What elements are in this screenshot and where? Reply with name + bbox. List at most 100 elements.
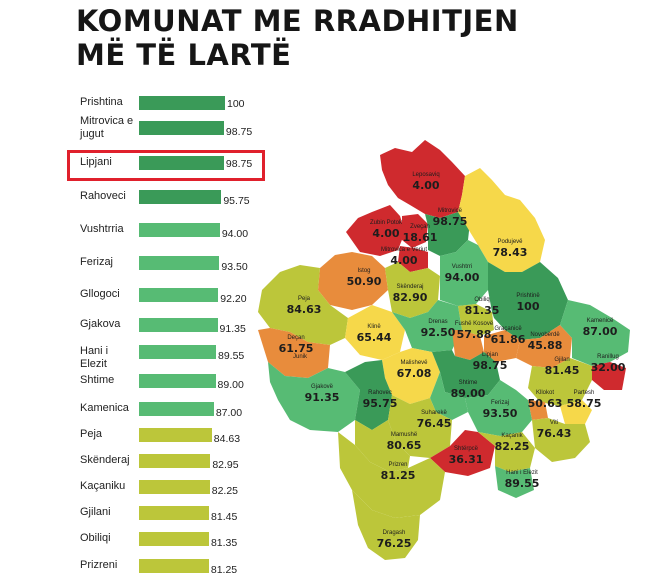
map-municipality-value: 45.88 bbox=[528, 339, 563, 352]
map-municipality-value: 81.25 bbox=[381, 469, 416, 482]
map-municipality-value: 100 bbox=[517, 300, 540, 313]
region-lipjan bbox=[432, 350, 500, 398]
bar-label: Gjilani bbox=[80, 506, 111, 518]
region-fushe-kosove bbox=[452, 330, 484, 360]
bar bbox=[139, 121, 224, 135]
bar-value-label: 100 bbox=[227, 98, 245, 110]
region-gjilan bbox=[528, 358, 592, 406]
region-viti bbox=[532, 418, 590, 462]
map-municipality-name: Gjakovë bbox=[311, 384, 334, 390]
bar-value-label: 84.63 bbox=[213, 433, 241, 445]
map-municipality-name: Malishevë bbox=[400, 360, 428, 366]
bar bbox=[139, 506, 210, 520]
bar-label: Vushtrria bbox=[80, 223, 124, 235]
highlight-box bbox=[67, 150, 265, 181]
region-istog bbox=[318, 252, 388, 310]
bar-value-label: 89.00 bbox=[217, 379, 244, 391]
map-municipality-name: Peja bbox=[298, 296, 311, 302]
bar-label: Gjakova bbox=[80, 318, 121, 330]
map-municipality-value: 82.25 bbox=[495, 440, 530, 453]
map-municipality-name: Skënderaj bbox=[396, 284, 423, 290]
region-kamenice bbox=[560, 300, 630, 366]
region-zubin-potok bbox=[346, 205, 405, 256]
bar-label: Hani i Elezit bbox=[80, 345, 109, 370]
bar bbox=[139, 156, 224, 170]
region-skenderaj bbox=[385, 262, 440, 318]
map-municipality-value: 4.00 bbox=[372, 227, 399, 240]
region-gracanice bbox=[484, 330, 520, 362]
map-municipality-name: Ferizaj bbox=[491, 400, 509, 406]
bar bbox=[139, 532, 209, 546]
map-municipality-value: 78.43 bbox=[493, 246, 528, 259]
region-peja bbox=[258, 265, 348, 345]
map-municipality-name: Obiliq bbox=[474, 297, 489, 303]
page-title: KOMUNAT ME RRADHITJEN MË TË LARTË bbox=[76, 4, 519, 72]
bar bbox=[139, 345, 216, 359]
region-malisheve bbox=[382, 348, 440, 404]
bar-value-label: 82.95 bbox=[212, 459, 239, 471]
map-municipality-name: Kllokot bbox=[536, 390, 554, 396]
region-zvecan bbox=[402, 214, 428, 248]
map-municipality-name: Novobërdë bbox=[530, 332, 560, 338]
region-mamushe bbox=[355, 420, 410, 472]
map-municipality-value: 81.45 bbox=[545, 364, 580, 377]
bar bbox=[139, 374, 216, 388]
bar-label: Kamenica bbox=[80, 402, 129, 414]
bar-value-label: 82.25 bbox=[211, 485, 239, 497]
title-line-1: KOMUNAT ME RRADHITJEN bbox=[76, 4, 519, 38]
map-municipality-name: Mamushë bbox=[391, 432, 418, 438]
map-municipality-value: 61.86 bbox=[491, 333, 526, 346]
map-municipality-name: Suharekë bbox=[421, 410, 447, 416]
map-municipality-name: Viti bbox=[550, 420, 558, 426]
region-shterpce bbox=[430, 430, 495, 476]
map-municipality-name: Istog bbox=[357, 268, 370, 274]
map-municipality-value: 92.50 bbox=[421, 326, 456, 339]
bar-label: Gllogoci bbox=[80, 288, 120, 300]
bar-label: Peja bbox=[80, 428, 103, 440]
bar bbox=[139, 480, 210, 494]
map-municipality-name: Gjilan bbox=[554, 357, 569, 363]
region-podujeve bbox=[458, 168, 545, 272]
bar bbox=[139, 454, 211, 468]
bar-value-label: 81.45 bbox=[211, 511, 238, 523]
map-municipality-value: 89.00 bbox=[451, 387, 486, 400]
bar-label: Kaçaniku bbox=[80, 480, 126, 492]
map-municipality-name: Ranillug bbox=[597, 354, 619, 360]
region-mitrovica-south bbox=[425, 212, 470, 256]
region-rahovec bbox=[345, 360, 392, 430]
region-partesh bbox=[560, 400, 592, 424]
bar bbox=[139, 288, 219, 302]
bar-label: Skënderaj bbox=[80, 454, 130, 466]
map-municipality-name: Vushtrri bbox=[452, 264, 472, 270]
map-municipality-value: 58.75 bbox=[567, 397, 602, 410]
bar bbox=[139, 318, 218, 332]
region-novoberde bbox=[516, 325, 572, 368]
bar-value-label: 95.75 bbox=[223, 195, 250, 207]
map-municipality-value: 98.75 bbox=[473, 359, 508, 372]
map-municipality-name: Drenas bbox=[428, 319, 447, 325]
map-municipality-value: 36.31 bbox=[449, 453, 484, 466]
map-municipality-value: 32.00 bbox=[591, 361, 626, 374]
bar-label: Prishtina bbox=[80, 96, 123, 108]
map-municipality-value: 65.44 bbox=[357, 331, 392, 344]
map-municipality-name: Shtërpcë bbox=[454, 446, 479, 452]
map-municipality-name: Prizren bbox=[388, 462, 407, 468]
map-municipality-value: 80.65 bbox=[387, 439, 422, 452]
region-prizren bbox=[338, 432, 445, 518]
bar-value-label: 94.00 bbox=[221, 228, 249, 240]
bar-value-label: 92.20 bbox=[220, 293, 247, 305]
map-municipality-name: Deçan bbox=[287, 335, 304, 341]
map-municipality-name: Junik bbox=[293, 354, 308, 360]
map-municipality-value: 82.90 bbox=[393, 291, 428, 304]
bar bbox=[139, 402, 214, 416]
region-shtime bbox=[430, 372, 468, 420]
bar-value-label: 89.55 bbox=[218, 350, 245, 362]
bar bbox=[139, 428, 212, 442]
map-municipality-name: Shtime bbox=[459, 380, 478, 386]
bar-label: Mitrovica e jugut bbox=[80, 115, 134, 140]
map-municipality-name: Dragash bbox=[383, 530, 406, 536]
map-municipality-value: 61.75 bbox=[279, 342, 314, 355]
map-municipality-value: 94.00 bbox=[445, 271, 480, 284]
region-ferizaj bbox=[465, 380, 532, 436]
bar-value-label: 98.75 bbox=[225, 158, 253, 170]
